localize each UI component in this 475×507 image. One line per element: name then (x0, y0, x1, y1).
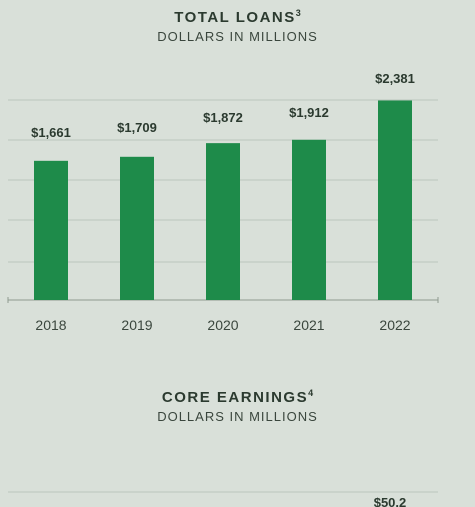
x-tick-label-2021: 2021 (293, 317, 324, 333)
x-tick-label-2019: 2019 (121, 317, 152, 333)
earnings-chart-title: CORE EARNINGS4 (161, 388, 314, 406)
value-label-0: $50.2 (374, 495, 407, 507)
value-label-2020: $1,872 (203, 110, 243, 125)
earnings-chart-subtitle: DOLLARS IN MILLIONS (157, 409, 318, 424)
bar-2022 (378, 100, 412, 300)
loans-bar-chart: $1,661 2018 $1,709 2019 $1,872 2020 $1,912 2021… (7, 71, 439, 333)
x-tick-label-2022: 2022 (379, 317, 410, 333)
bar-2021 (292, 139, 326, 300)
x-tick-label-2018: 2018 (35, 317, 66, 333)
bar-2018 (34, 160, 68, 300)
x-tick-label-2020: 2020 (207, 317, 238, 333)
value-label-2018: $1,661 (31, 125, 71, 140)
value-label-2019: $1,709 (117, 120, 157, 135)
loans-chart-subtitle: DOLLARS IN MILLIONS (157, 29, 318, 44)
bar-2020 (206, 143, 240, 300)
value-label-2022: $2,381 (375, 71, 415, 86)
bar-2019 (120, 156, 154, 300)
value-label-2021: $1,912 (289, 105, 329, 120)
loans-chart-title: TOTAL LOANS3 (174, 8, 301, 26)
